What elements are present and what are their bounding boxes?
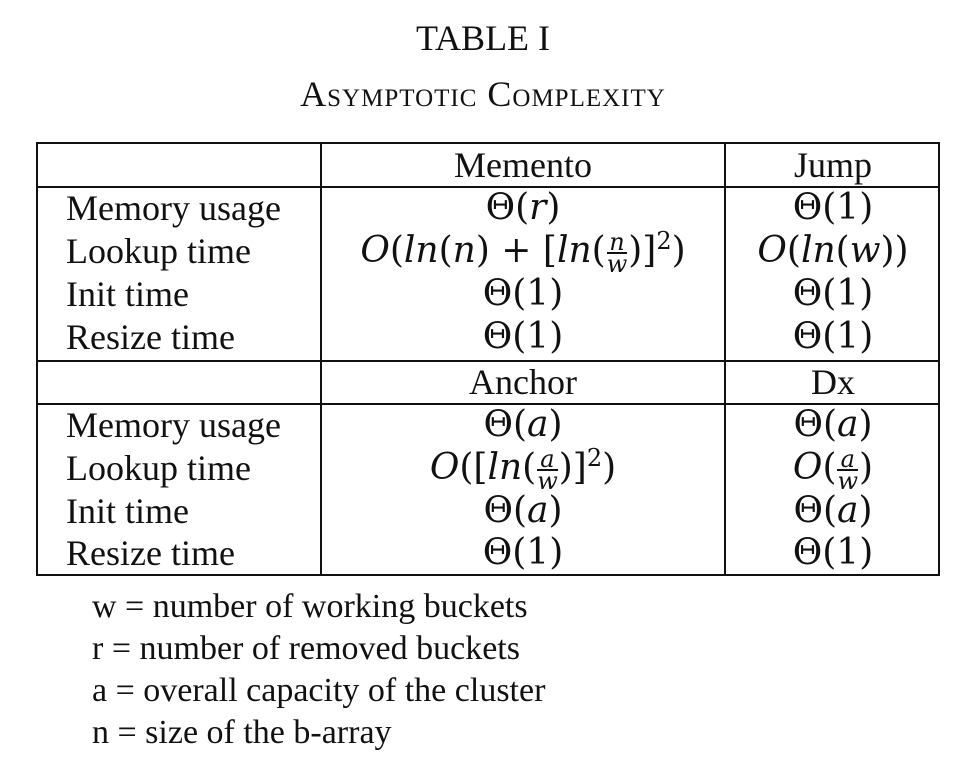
note-line: r = number of removed buckets <box>92 630 520 667</box>
header-anchor: Anchor <box>469 362 577 402</box>
row-label: Lookup time <box>66 448 251 488</box>
cell-jump-lookup: O(ln(w)) <box>757 230 909 271</box>
cell-dx-init: Θ(a) <box>793 490 873 531</box>
row-label: Resize time <box>66 317 235 357</box>
cell-jump-memory: Θ(1) <box>792 187 874 228</box>
complexity-table: Memento Jump Memory usage Lookup time In… <box>36 142 940 576</box>
row-divider <box>38 403 938 405</box>
cell-memento-init: Θ(1) <box>482 273 564 314</box>
row-divider <box>38 360 938 362</box>
column-divider <box>724 144 726 574</box>
note-line: n = size of the b-array <box>92 714 392 751</box>
row-label: Init time <box>66 491 189 531</box>
cell-anchor-lookup: O([ln(a w)]2) <box>429 444 617 495</box>
cell-dx-resize: Θ(1) <box>792 532 874 573</box>
cell-memento-resize: Θ(1) <box>482 316 564 357</box>
cell-anchor-init: Θ(a) <box>483 490 563 531</box>
table-title: Asymptotic Complexity <box>300 74 666 114</box>
cell-dx-lookup: O(a w) <box>792 445 874 495</box>
row-label: Resize time <box>66 533 235 573</box>
row-label: Init time <box>66 274 189 314</box>
table-number: TABLE I <box>415 18 551 58</box>
note-line: w = number of working buckets <box>92 588 528 625</box>
row-label: Lookup time <box>66 231 251 271</box>
cell-memento-lookup: O(ln(n) + [ln(n w)]2) <box>360 227 686 278</box>
header-dx: Dx <box>811 362 855 402</box>
cell-jump-resize: Θ(1) <box>792 316 874 357</box>
header-jump: Jump <box>793 145 872 185</box>
row-label: Memory usage <box>66 188 281 228</box>
cell-dx-memory: Θ(a) <box>793 404 873 445</box>
row-label: Memory usage <box>66 405 281 445</box>
note-line: a = overall capacity of the cluster <box>92 672 546 709</box>
header-memento: Memento <box>454 145 592 185</box>
column-divider <box>320 144 322 574</box>
cell-jump-init: Θ(1) <box>792 273 874 314</box>
row-divider <box>38 186 938 188</box>
cell-anchor-memory: Θ(a) <box>483 404 563 445</box>
cell-anchor-resize: Θ(1) <box>482 532 564 573</box>
cell-memento-memory: Θ(r) <box>485 187 561 228</box>
table-notes: w = number of working buckets r = number… <box>92 586 545 754</box>
